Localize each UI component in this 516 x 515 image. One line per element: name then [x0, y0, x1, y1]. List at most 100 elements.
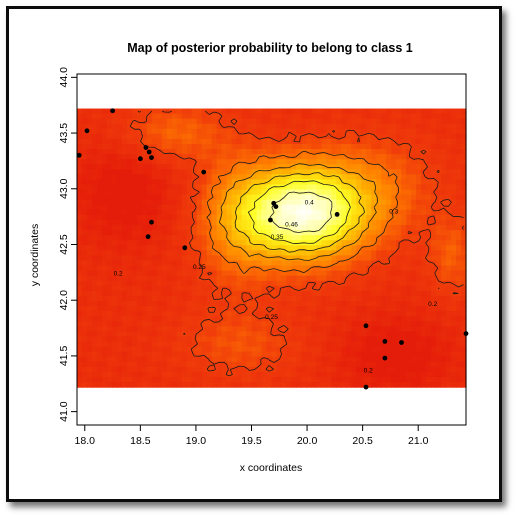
- heatmap-cell: [461, 174, 467, 181]
- heatmap-cell: [166, 336, 173, 343]
- heatmap-cell: [456, 118, 462, 125]
- heatmap-cell: [331, 255, 337, 262]
- heatmap-cell: [196, 336, 203, 343]
- heatmap-cell: [321, 169, 327, 175]
- heatmap-cell: [131, 331, 138, 338]
- heatmap-cell: [126, 240, 133, 246]
- heatmap-cell: [436, 123, 442, 130]
- heatmap-cell: [81, 295, 88, 302]
- heatmap-cell: [426, 230, 432, 236]
- heatmap-cell: [166, 164, 173, 170]
- heatmap-cell: [341, 179, 347, 186]
- heatmap-cell: [401, 341, 407, 348]
- heatmap-cell: [191, 133, 198, 140]
- heatmap-cell: [341, 154, 347, 160]
- heatmap-cell: [131, 295, 138, 302]
- heatmap-cell: [151, 159, 158, 165]
- heatmap-cell: [406, 154, 412, 160]
- heatmap-cell: [176, 255, 183, 262]
- heatmap-cell: [356, 204, 362, 211]
- heatmap-cell: [301, 331, 308, 338]
- heatmap-cell: [416, 133, 422, 140]
- heatmap-cell: [426, 301, 432, 307]
- heatmap-cell: [361, 331, 367, 338]
- heatmap-cell: [96, 240, 103, 246]
- heatmap-cell: [411, 356, 417, 363]
- heatmap-cell: [446, 133, 452, 140]
- heatmap-cell: [171, 265, 178, 272]
- heatmap-cell: [161, 285, 168, 292]
- heatmap-cell: [86, 382, 93, 388]
- heatmap-cell: [81, 376, 88, 383]
- heatmap-cell: [361, 240, 367, 246]
- heatmap-cell: [276, 376, 283, 383]
- heatmap-cell: [161, 225, 168, 231]
- heatmap-cell: [246, 219, 253, 226]
- heatmap-cell: [186, 138, 193, 145]
- heatmap-cell: [336, 341, 342, 348]
- heatmap-cell: [361, 123, 367, 130]
- heatmap-cell: [156, 356, 163, 363]
- heatmap-cell: [281, 245, 288, 251]
- heatmap-cell: [306, 270, 312, 277]
- heatmap-cell: [326, 154, 332, 160]
- heatmap-cell: [77, 306, 83, 312]
- heatmap-cell: [416, 341, 422, 348]
- heatmap-cell: [126, 225, 133, 231]
- heatmap-cell: [101, 275, 108, 282]
- heatmap-cell: [86, 336, 93, 343]
- heatmap-cell: [416, 285, 422, 292]
- heatmap-cell: [131, 341, 138, 348]
- heatmap-cell: [346, 285, 352, 292]
- heatmap-cell: [246, 275, 253, 282]
- heatmap-cell: [171, 346, 178, 353]
- heatmap-cell: [91, 356, 98, 363]
- heatmap-cell: [426, 204, 432, 211]
- heatmap-cell: [176, 169, 183, 175]
- heatmap-cell: [186, 295, 193, 302]
- heatmap-cell: [301, 341, 308, 348]
- heatmap-cell: [101, 209, 108, 216]
- heatmap-cell: [381, 189, 387, 196]
- heatmap-cell: [246, 311, 253, 317]
- heatmap-cell: [166, 159, 173, 165]
- heatmap-cell: [121, 219, 128, 226]
- heatmap-cell: [396, 225, 402, 231]
- heatmap-cell: [376, 159, 382, 165]
- heatmap-cell: [401, 214, 407, 221]
- heatmap-cell: [156, 209, 163, 216]
- heatmap-cell: [461, 189, 467, 196]
- heatmap-cell: [121, 123, 128, 130]
- heatmap-cell: [131, 164, 138, 170]
- heatmap-cell: [336, 199, 342, 206]
- heatmap-cell: [151, 189, 158, 196]
- heatmap-cell: [211, 295, 218, 302]
- heatmap-cell: [236, 311, 243, 317]
- heatmap-cell: [156, 245, 163, 251]
- heatmap-cell: [336, 311, 342, 317]
- heatmap-cell: [416, 219, 422, 226]
- heatmap-cell: [86, 225, 93, 231]
- heatmap-cell: [176, 128, 183, 135]
- heatmap-cell: [386, 311, 392, 317]
- heatmap-cell: [401, 159, 407, 165]
- heatmap-cell: [326, 351, 332, 358]
- heatmap-cell: [206, 361, 213, 368]
- heatmap-cell: [361, 133, 367, 140]
- heatmap-cell: [366, 301, 372, 307]
- heatmap-cell: [216, 326, 223, 332]
- heatmap-cell: [261, 235, 268, 241]
- heatmap-cell: [96, 108, 103, 115]
- heatmap-cell: [421, 149, 427, 155]
- heatmap-cell: [336, 245, 342, 251]
- heatmap-cell: [246, 250, 253, 257]
- heatmap-cell: [366, 230, 372, 236]
- heatmap-cell: [356, 144, 362, 150]
- heatmap-cell: [386, 230, 392, 236]
- heatmap-cell: [241, 341, 248, 348]
- heatmap-cell: [251, 245, 258, 251]
- heatmap-cell: [226, 199, 233, 206]
- heatmap-cell: [431, 366, 437, 373]
- heatmap-cell: [206, 235, 213, 241]
- heatmap-cell: [326, 189, 332, 196]
